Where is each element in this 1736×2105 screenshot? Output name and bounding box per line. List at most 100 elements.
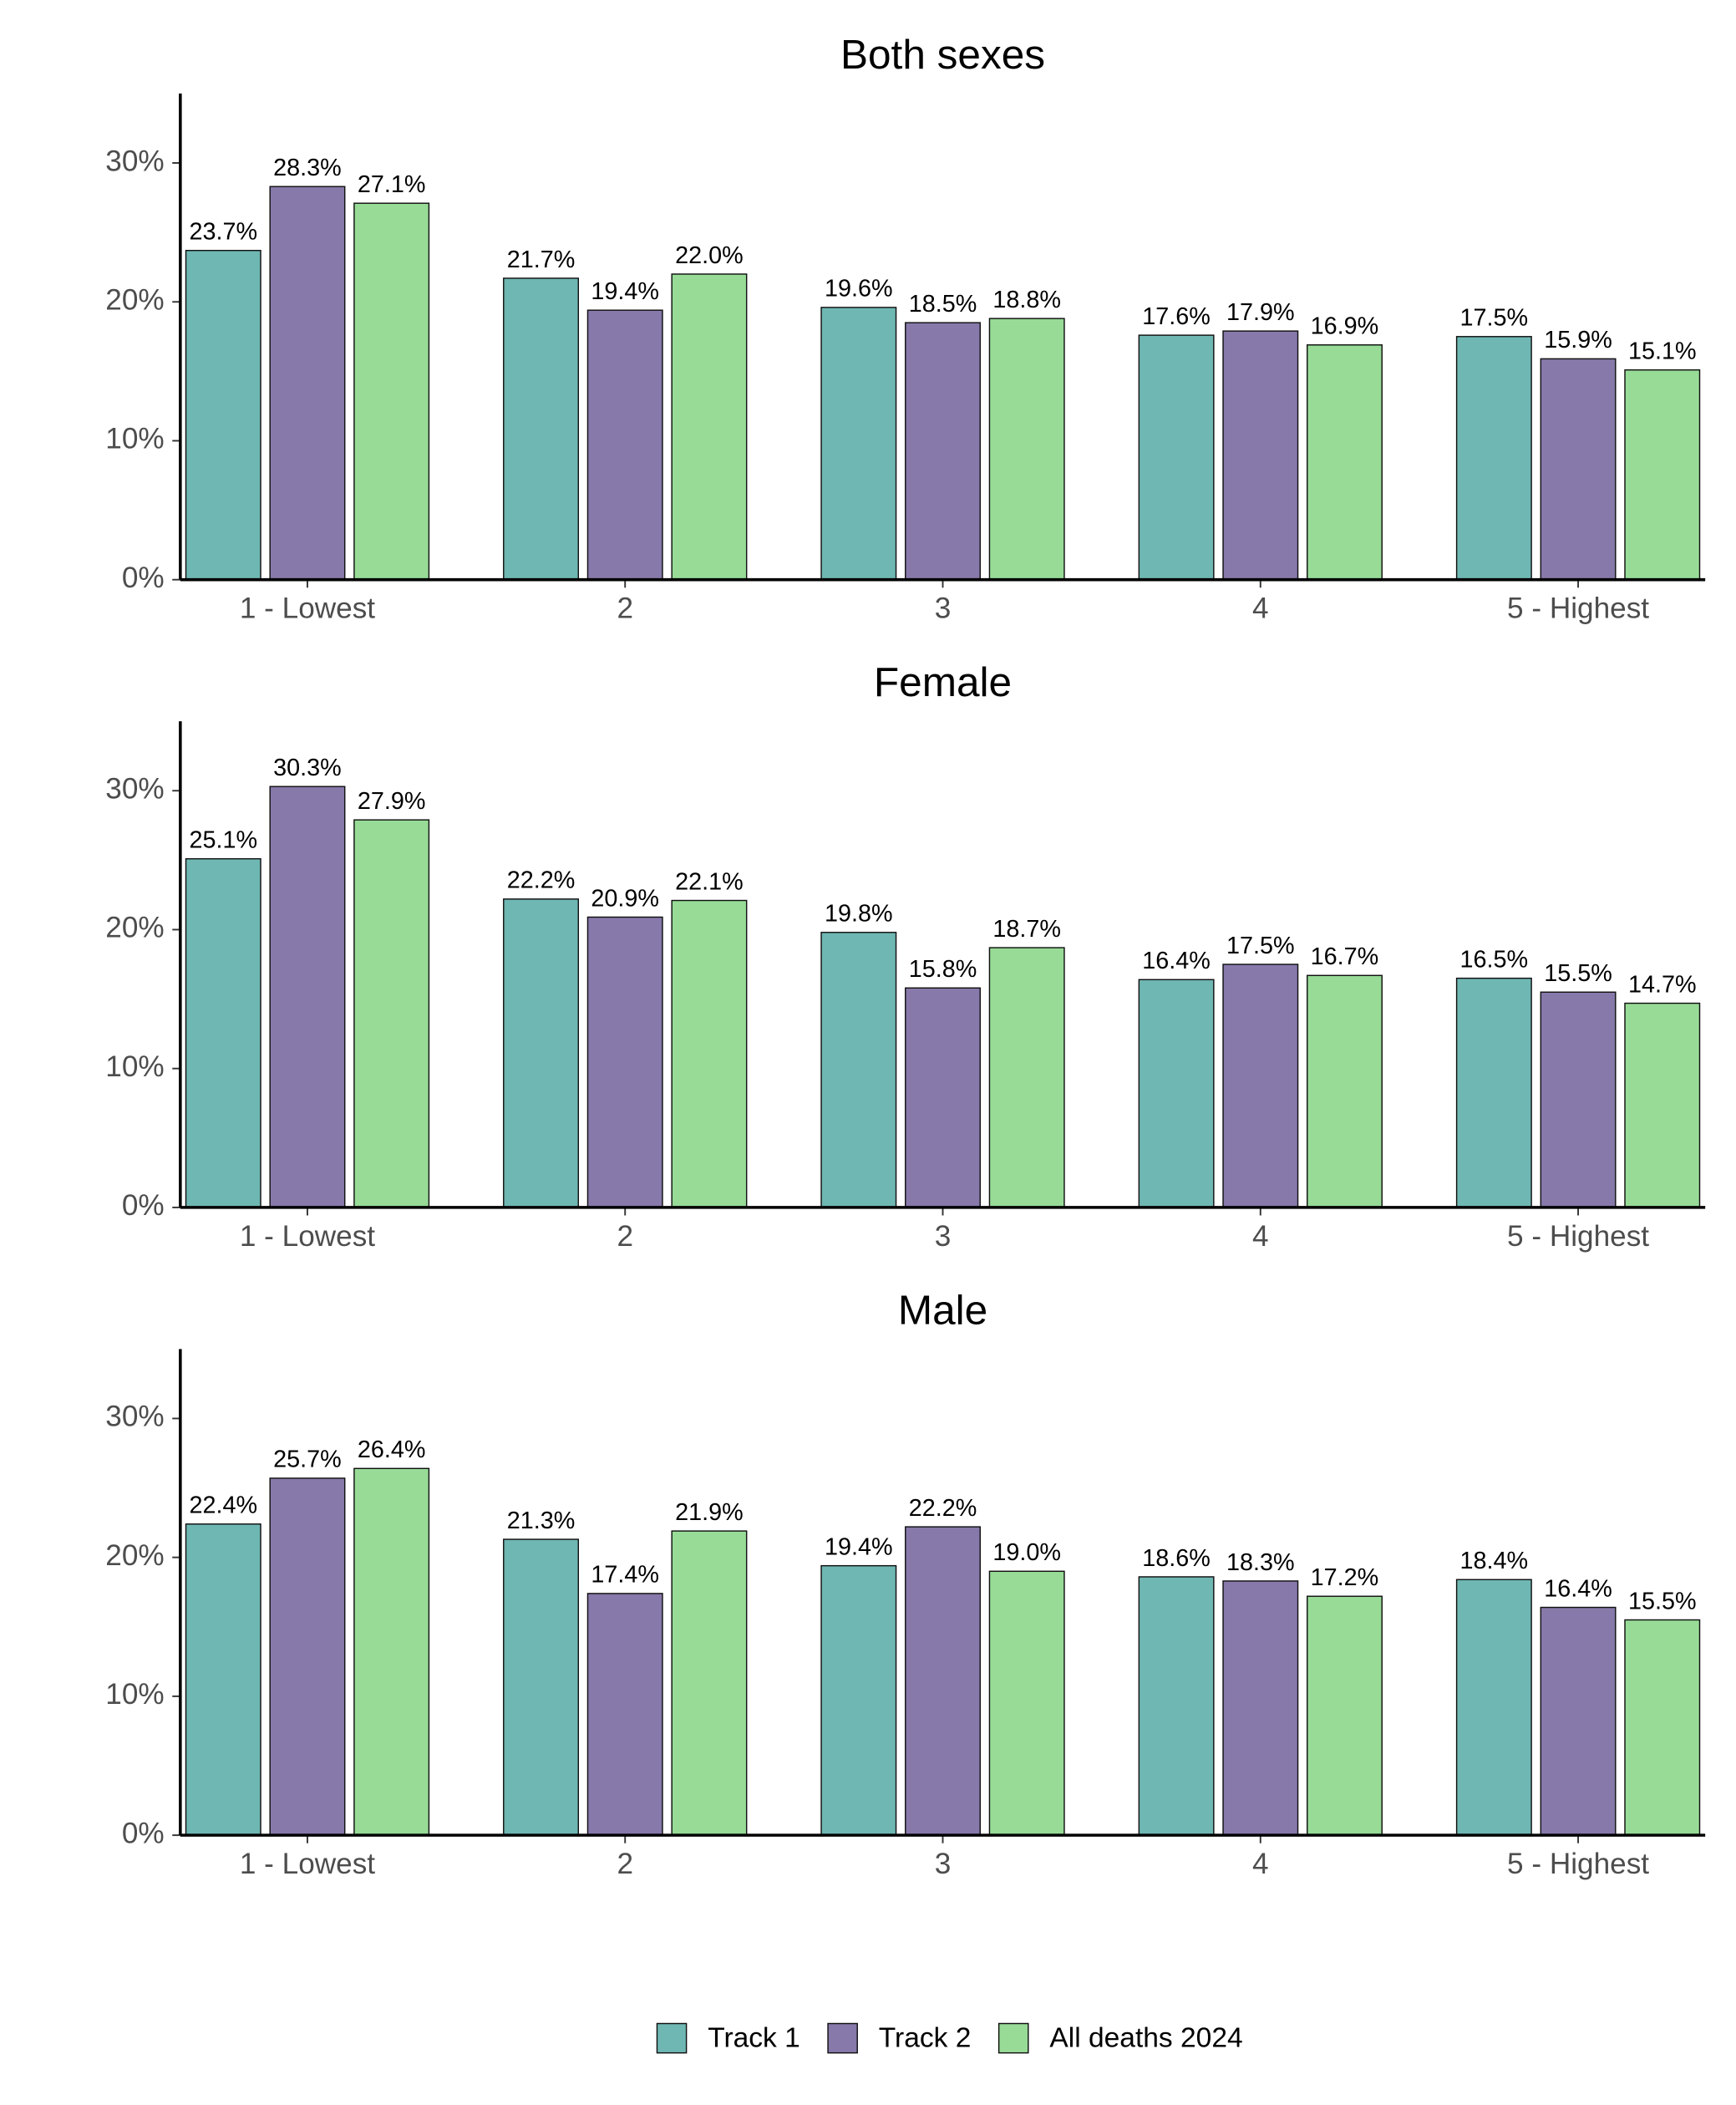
bar <box>1307 1595 1383 1836</box>
value-label: 17.2% <box>1311 1564 1379 1591</box>
bar <box>586 309 663 581</box>
bar <box>1540 358 1617 581</box>
x-tick-label: 1 - Lowest <box>240 1220 375 1253</box>
bar <box>905 322 981 581</box>
bar <box>1307 344 1383 581</box>
value-label: 16.9% <box>1311 313 1379 340</box>
bar <box>671 1530 748 1836</box>
x-tick-label: 3 <box>935 592 952 625</box>
bar <box>1455 1579 1532 1836</box>
value-label: 28.3% <box>273 155 342 181</box>
chart-title: Both sexes <box>840 32 1045 78</box>
x-tick-label: 2 <box>617 1220 633 1253</box>
y-tick-label: 30% <box>105 773 164 806</box>
bar <box>820 307 897 581</box>
legend-swatch <box>997 2022 1029 2054</box>
y-tick-label: 30% <box>105 145 164 177</box>
bar <box>503 277 580 581</box>
y-tick-label: 10% <box>105 1678 164 1711</box>
value-label: 17.5% <box>1460 305 1529 332</box>
y-tick-label: 0% <box>122 1817 165 1849</box>
value-label: 22.1% <box>675 868 744 895</box>
bar <box>988 1570 1065 1836</box>
x-tick-label: 3 <box>935 1848 952 1880</box>
bar <box>671 899 748 1208</box>
value-label: 17.4% <box>591 1562 659 1589</box>
bar <box>1540 991 1617 1208</box>
value-label: 21.9% <box>675 1499 744 1526</box>
value-label: 19.4% <box>825 1533 893 1560</box>
bar <box>1624 369 1701 581</box>
value-label: 27.1% <box>358 171 426 198</box>
value-label: 16.7% <box>1311 943 1379 970</box>
y-tick-label: 20% <box>105 284 164 317</box>
bar <box>269 786 346 1208</box>
value-label: 21.3% <box>507 1508 576 1534</box>
bar <box>1624 1002 1701 1208</box>
bar <box>185 857 261 1208</box>
bar <box>1455 336 1532 581</box>
x-tick-label: 5 - Highest <box>1507 592 1649 625</box>
value-label: 15.9% <box>1544 327 1612 353</box>
bar <box>988 318 1065 581</box>
y-tick-label: 30% <box>105 1401 164 1433</box>
bar <box>269 1477 346 1836</box>
value-label: 15.1% <box>1628 338 1697 364</box>
bar <box>503 1538 580 1836</box>
value-label: 25.1% <box>189 826 257 853</box>
value-label: 19.8% <box>825 901 893 928</box>
bar <box>905 1526 981 1836</box>
bar <box>1138 979 1215 1208</box>
bar <box>586 916 663 1208</box>
bar <box>905 987 981 1208</box>
value-label: 17.6% <box>1142 303 1211 330</box>
bar <box>1222 964 1299 1208</box>
bar <box>671 273 748 581</box>
legend-label: Track 2 <box>879 2023 972 2054</box>
bar <box>185 1523 261 1836</box>
value-label: 22.4% <box>189 1492 257 1519</box>
y-tick-label: 10% <box>105 1050 164 1083</box>
x-tick-label: 2 <box>617 592 633 625</box>
bar <box>1307 974 1383 1208</box>
value-label: 27.9% <box>358 788 426 815</box>
value-label: 18.3% <box>1226 1549 1295 1576</box>
value-label: 21.7% <box>507 247 576 273</box>
bar <box>503 898 580 1208</box>
value-label: 14.7% <box>1628 971 1697 998</box>
bar <box>1222 1580 1299 1836</box>
value-label: 16.4% <box>1142 948 1211 974</box>
bar <box>185 250 261 581</box>
bar <box>353 202 430 581</box>
value-label: 23.7% <box>189 219 257 246</box>
bar <box>1138 334 1215 581</box>
y-tick-label: 20% <box>105 912 164 944</box>
y-tick-label: 0% <box>122 562 165 594</box>
bar <box>1138 1576 1215 1836</box>
x-tick-label: 4 <box>1252 1220 1269 1253</box>
bar <box>353 819 430 1208</box>
bar <box>988 947 1065 1208</box>
value-label: 25.7% <box>273 1447 342 1473</box>
bar <box>269 186 346 581</box>
value-label: 15.5% <box>1628 1588 1697 1614</box>
x-tick-label: 5 - Highest <box>1507 1220 1649 1253</box>
value-label: 18.6% <box>1142 1545 1211 1572</box>
bar <box>1540 1606 1617 1836</box>
value-label: 16.4% <box>1544 1575 1612 1602</box>
value-label: 22.2% <box>507 867 576 894</box>
x-tick-label: 4 <box>1252 592 1269 625</box>
legend-label: Track 1 <box>708 2023 800 2054</box>
x-tick-label: 1 - Lowest <box>240 1848 375 1880</box>
x-tick-label: 5 - Highest <box>1507 1848 1649 1880</box>
value-label: 18.4% <box>1460 1548 1529 1574</box>
value-label: 30.3% <box>273 755 342 781</box>
y-tick-label: 20% <box>105 1539 164 1572</box>
value-label: 16.5% <box>1460 946 1529 973</box>
value-label: 18.7% <box>992 916 1061 943</box>
chart-title: Male <box>898 1287 987 1333</box>
value-label: 18.8% <box>992 287 1061 313</box>
legend-swatch <box>656 2022 688 2054</box>
